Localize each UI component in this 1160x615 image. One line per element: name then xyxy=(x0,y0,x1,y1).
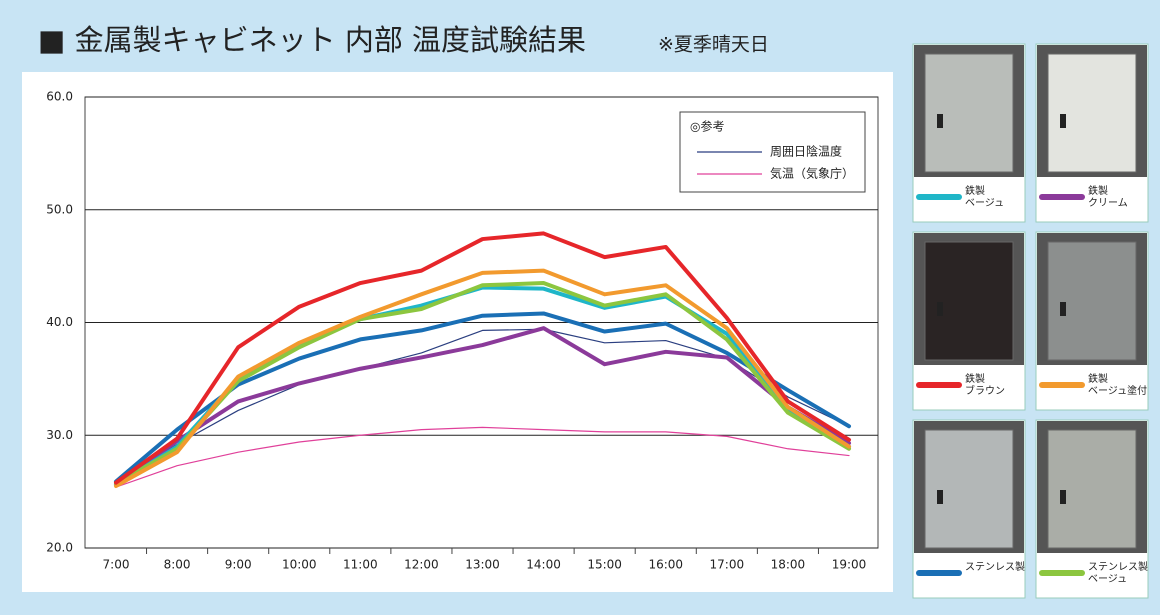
x-tick-label: 11:00 xyxy=(343,558,378,572)
cabinet-handle xyxy=(1060,114,1066,128)
chart-subtitle: ※夏季晴天日 xyxy=(658,34,769,56)
x-tick-label: 14:00 xyxy=(526,558,561,572)
x-tick-label: 9:00 xyxy=(225,558,252,572)
x-tick-label: 7:00 xyxy=(103,558,130,572)
series-line xyxy=(114,268,851,488)
x-tick-label: 12:00 xyxy=(404,558,439,572)
series-line xyxy=(114,231,851,485)
cabinet-handle xyxy=(1060,302,1066,316)
cabinet xyxy=(1047,241,1137,361)
cabinet xyxy=(924,241,1014,361)
cabinet xyxy=(1047,53,1137,173)
y-tick-label: 60.0 xyxy=(46,90,73,104)
cabinet xyxy=(1047,429,1137,549)
x-tick-label: 19:00 xyxy=(832,558,867,572)
legend-label: ステンレス製 ベージュ xyxy=(1088,562,1148,585)
series-line xyxy=(114,326,851,487)
legend-label: 鉄製 クリーム xyxy=(1088,186,1128,209)
cabinet-handle xyxy=(937,114,943,128)
legend-label: 気温（気象庁） xyxy=(770,166,854,181)
y-tick-label: 40.0 xyxy=(46,315,73,329)
y-tick-label: 50.0 xyxy=(46,202,73,216)
y-tick-label: 20.0 xyxy=(46,541,73,555)
chart-title: ■ 金属製キャビネット 内部 温度試験結果 xyxy=(38,23,586,57)
legend-label: 周囲日陰温度 xyxy=(770,144,842,159)
legend-label: 鉄製 ベージュ塗付 xyxy=(1088,374,1148,397)
cabinet-handle xyxy=(1060,490,1066,504)
x-tick-label: 13:00 xyxy=(465,558,500,572)
cabinet-handle xyxy=(937,302,943,316)
x-tick-label: 17:00 xyxy=(710,558,745,572)
series-line xyxy=(115,426,850,488)
legend-title: ◎参考 xyxy=(690,119,724,134)
x-tick-label: 15:00 xyxy=(587,558,622,572)
cabinet xyxy=(924,429,1014,549)
legend-label: 鉄製 ブラウン xyxy=(965,374,1005,397)
y-tick-label: 30.0 xyxy=(46,428,73,442)
x-tick-label: 18:00 xyxy=(771,558,806,572)
legend-label: 鉄製 ベージュ xyxy=(965,186,1005,209)
series-line xyxy=(114,281,851,486)
cabinet xyxy=(924,53,1014,173)
cabinet-handle xyxy=(937,490,943,504)
x-tick-label: 8:00 xyxy=(164,558,191,572)
series-line xyxy=(114,311,851,484)
legend-label: ステンレス製 xyxy=(965,562,1025,573)
x-tick-label: 16:00 xyxy=(648,558,683,572)
x-tick-label: 10:00 xyxy=(282,558,317,572)
